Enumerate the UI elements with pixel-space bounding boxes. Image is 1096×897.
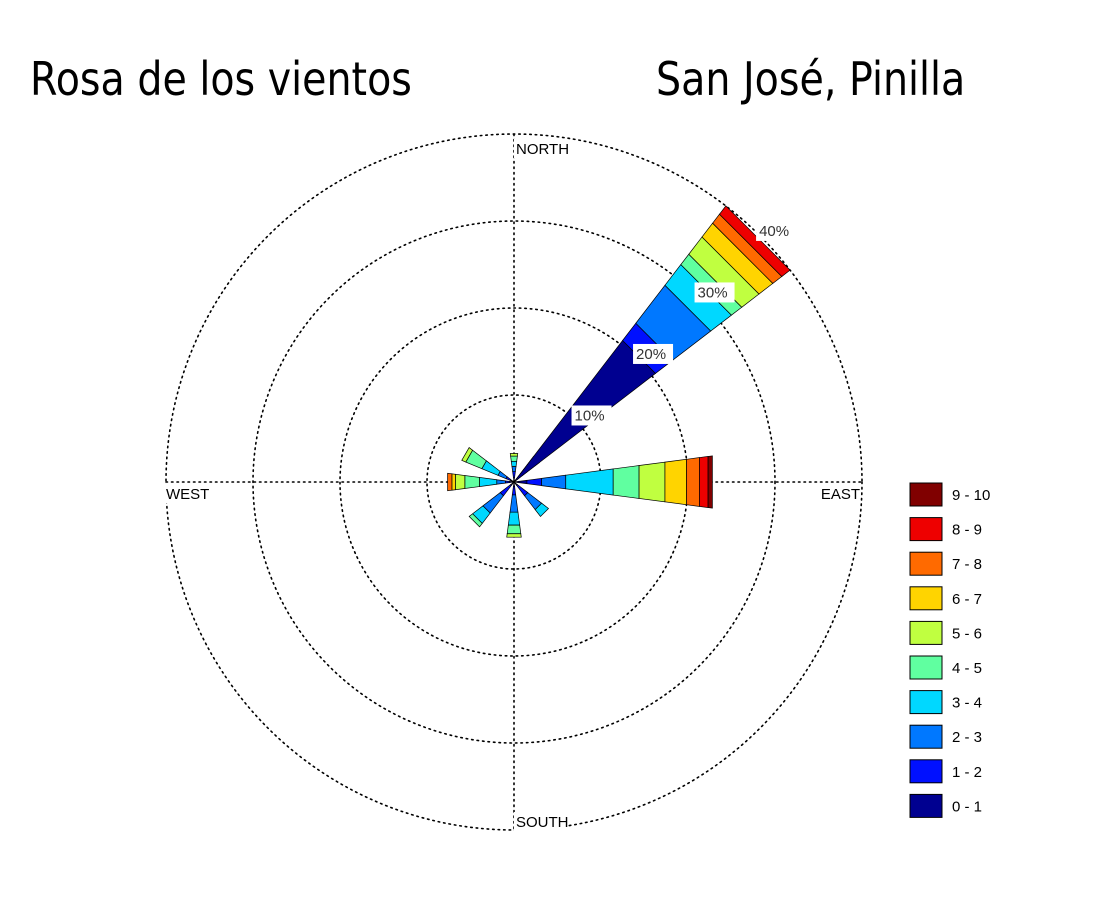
wind-sector-band [526,477,542,487]
wind-sector-band [664,458,687,506]
legend-label: 0 - 1 [952,798,982,815]
legend-label: 7 - 8 [952,556,982,573]
wind-sector-band [565,468,614,496]
wind-sector-band [719,205,791,277]
ring-label: 10% [575,407,605,424]
direction-label-bg [514,812,567,831]
legend-label: 2 - 3 [952,729,982,746]
legend-label: 4 - 5 [952,660,982,677]
legend-swatch [909,724,943,749]
grid-ring [252,220,776,744]
legend-swatch [909,793,943,818]
legend-label: 9 - 10 [952,487,990,504]
wind-sector-band [479,477,498,487]
direction-label: SOUTH [516,814,569,831]
legend-swatch [909,586,943,611]
wind-sector-band [506,524,522,535]
direction-label-bg [808,484,850,503]
ring-label-bg [571,405,612,426]
wind-sector-band [451,473,456,491]
direction-label-bg [514,139,567,158]
wind-sector-band [612,465,640,499]
wind-sector-band [541,474,567,490]
legend-swatch [909,759,943,784]
wind-sector-band [505,480,511,484]
wind-sector-band [447,472,453,492]
wind-sector-band [506,533,522,538]
wind-sector-band [534,502,550,518]
legend-swatch [909,620,943,645]
wind-sector-band [454,473,466,491]
wind-sector-band [699,456,709,508]
chart-title-left: Rosa de los vientos [30,52,412,106]
direction-label: EAST [821,486,860,503]
direction-label: WEST [166,486,209,503]
wind-sector-band [461,447,474,463]
legend-label: 3 - 4 [952,695,982,712]
legend-label: 5 - 6 [952,625,982,642]
wind-sector-band [512,471,516,479]
wind-sector-band [509,494,519,513]
wind-sector-band [707,455,713,509]
wind-sector-band [511,466,517,472]
wind-sector-band [511,485,517,496]
legend-swatch [909,690,943,715]
direction-label-bg [164,484,206,503]
wind-sector-band [638,461,666,503]
wind-sector-band [509,453,519,457]
ring-label: 20% [636,346,666,363]
legend-swatch [909,655,943,680]
ring-label-bg [633,343,674,364]
legend-swatch [909,482,943,507]
legend-label: 6 - 7 [952,591,982,608]
legend-swatch [909,517,943,542]
wind-sector-band [510,455,518,462]
legend-label: 1 - 2 [952,764,982,781]
legend-label: 8 - 9 [952,522,982,539]
wind-sector-band [496,479,506,485]
ring-label-bg [756,220,797,241]
ring-label-bg [694,282,735,303]
chart-title-right: San José, Pinilla [656,52,966,106]
ring-label: 30% [698,284,728,301]
ring-label: 40% [759,223,789,240]
wind-sector-band [507,511,521,526]
wind-sector-band [686,457,700,507]
legend-swatch [909,551,943,576]
wind-sector-band [510,460,518,467]
direction-label: NORTH [516,141,569,158]
wind-sector-band [464,475,480,489]
wind-sector-band [468,513,483,528]
